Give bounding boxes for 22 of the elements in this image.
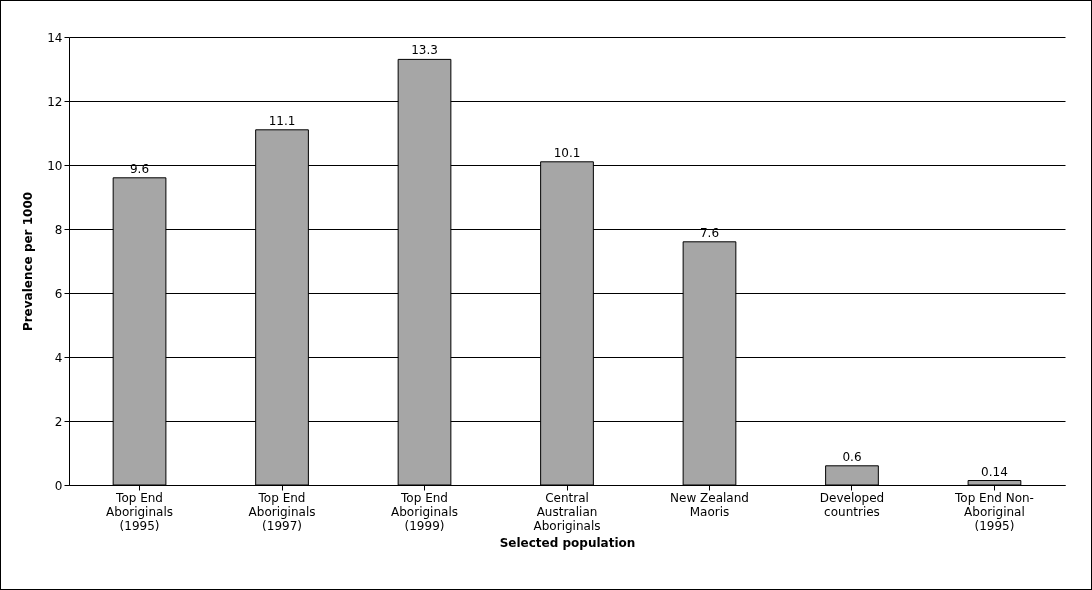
x-tick-label: Developed countries — [819, 490, 885, 519]
y-tick-label: 8 — [54, 222, 63, 237]
y-tick-label: 4 — [54, 350, 63, 365]
data-label: 10.1 — [553, 145, 581, 160]
x-tick-label: Top End Aboriginals (1999) — [391, 490, 458, 533]
x-tick-label: Top End Aboriginals (1995) — [106, 490, 173, 533]
y-tick-label: 14 — [47, 30, 63, 45]
y-tick-label: 0 — [54, 478, 63, 493]
x-tick-label: Central Australian Aboriginals — [533, 490, 601, 533]
data-label: 0.6 — [842, 449, 862, 464]
x-tick-label: Top End Aboriginals (1997) — [248, 490, 316, 533]
y-tick-label: 6 — [54, 286, 63, 301]
x-axis-title: Selected population — [499, 535, 636, 550]
y-axis-title: Prevalence per 1000 — [21, 191, 36, 332]
y-tick-label: 12 — [47, 94, 63, 109]
data-label: 11.1 — [268, 113, 296, 128]
x-tick-label: Top End Non-Aboriginal (1995) — [954, 490, 1034, 533]
data-label: 0.14 — [981, 464, 1008, 479]
y-tick-label: 10 — [47, 158, 63, 173]
y-tick-label: 2 — [54, 414, 63, 429]
data-label: 13.3 — [411, 43, 438, 58]
x-tick-label: New Zealand Maoris — [670, 490, 749, 519]
